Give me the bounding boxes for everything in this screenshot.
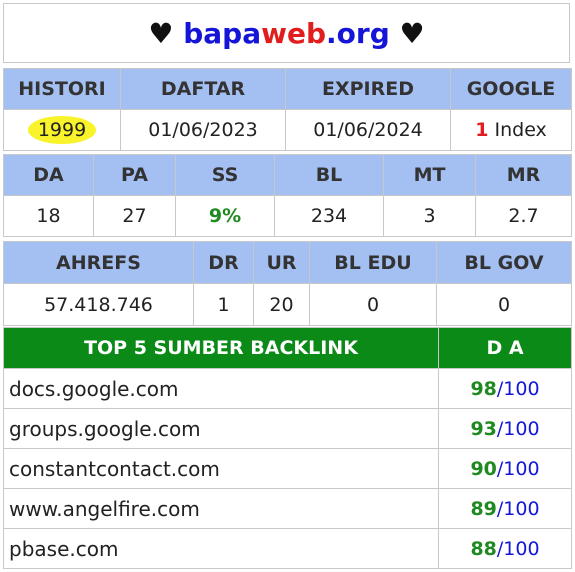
- backlink-da-cell: 98/100: [438, 368, 572, 409]
- header-bl: BL: [274, 154, 384, 196]
- table-row: docs.google.com 98/100: [3, 368, 572, 409]
- backlink-da-max: /100: [496, 377, 540, 400]
- ss-value: 9%: [175, 195, 275, 237]
- header-expired: EXPIRED: [285, 68, 451, 110]
- dr-value: 1: [193, 283, 254, 326]
- google-label: Index: [494, 119, 547, 141]
- backlink-site: docs.google.com: [3, 368, 439, 409]
- ur-value: 20: [253, 283, 310, 326]
- table-row: constantcontact.com 90/100: [3, 448, 572, 489]
- header-backlink-da: D A: [438, 327, 572, 369]
- header-ss: SS: [175, 154, 275, 196]
- daftar-value: 01/06/2023: [120, 109, 286, 151]
- histori-cell: 1999: [3, 109, 121, 151]
- header-dr: DR: [193, 241, 254, 284]
- table-row: pbase.com 88/100: [3, 528, 572, 569]
- backlink-da: 90: [470, 457, 497, 480]
- title-part-org: .org: [326, 16, 390, 50]
- header-ahrefs: AHREFS: [3, 241, 194, 284]
- header-backlink-source: TOP 5 SUMBER BACKLINK: [3, 327, 439, 369]
- header-pa: PA: [93, 154, 176, 196]
- header-daftar: DAFTAR: [120, 68, 286, 110]
- metrics-table: DA PA SS BL MT MR 18 27 9% 234 3 2.7: [3, 154, 572, 237]
- google-count: 1: [475, 119, 489, 141]
- header-bl-edu: BL EDU: [309, 241, 437, 284]
- heart-icon: ♥: [399, 16, 425, 50]
- header-google: GOOGLE: [450, 68, 572, 110]
- backlink-site: groups.google.com: [3, 408, 439, 449]
- backlink-site: www.angelfire.com: [3, 488, 439, 529]
- google-cell: 1 Index: [450, 109, 572, 151]
- backlink-da-cell: 89/100: [438, 488, 572, 529]
- header-mr: MR: [475, 154, 572, 196]
- mt-value: 3: [383, 195, 476, 237]
- heart-icon: ♥: [148, 16, 174, 50]
- bl-edu-value: 0: [309, 283, 437, 326]
- table-row: www.angelfire.com 89/100: [3, 488, 572, 529]
- table-row: groups.google.com 93/100: [3, 408, 572, 449]
- backlink-da: 98: [470, 377, 497, 400]
- bl-gov-value: 0: [436, 283, 572, 326]
- header-da: DA: [3, 154, 94, 196]
- bl-value: 234: [274, 195, 384, 237]
- backlink-da-max: /100: [496, 537, 540, 560]
- backlink-da-cell: 88/100: [438, 528, 572, 569]
- expired-value: 01/06/2024: [285, 109, 451, 151]
- header-bl-gov: BL GOV: [436, 241, 572, 284]
- backlink-da-max: /100: [496, 417, 540, 440]
- mr-value: 2.7: [475, 195, 572, 237]
- backlink-da-cell: 90/100: [438, 448, 572, 489]
- ahrefs-value: 57.418.746: [3, 283, 194, 326]
- ahrefs-table: AHREFS DR UR BL EDU BL GOV 57.418.746 1 …: [3, 241, 572, 326]
- backlink-table: TOP 5 SUMBER BACKLINK D A docs.google.co…: [3, 327, 572, 569]
- site-title: ♥ bapa web .org ♥: [3, 3, 570, 63]
- title-part-web: web: [261, 16, 327, 50]
- da-value: 18: [3, 195, 94, 237]
- backlink-da: 89: [470, 497, 497, 520]
- backlink-da: 88: [470, 537, 497, 560]
- backlink-site: pbase.com: [3, 528, 439, 569]
- backlink-da-cell: 93/100: [438, 408, 572, 449]
- header-mt: MT: [383, 154, 476, 196]
- domain-info-table: HISTORI DAFTAR EXPIRED GOOGLE 1999 01/06…: [3, 68, 572, 151]
- pa-value: 27: [93, 195, 176, 237]
- title-part-bapa: bapa: [183, 16, 262, 50]
- header-histori: HISTORI: [3, 68, 121, 110]
- histori-value: 1999: [27, 116, 97, 144]
- backlink-da-max: /100: [496, 457, 540, 480]
- header-ur: UR: [253, 241, 310, 284]
- backlink-da: 93: [470, 417, 497, 440]
- backlink-da-max: /100: [496, 497, 540, 520]
- backlink-site: constantcontact.com: [3, 448, 439, 489]
